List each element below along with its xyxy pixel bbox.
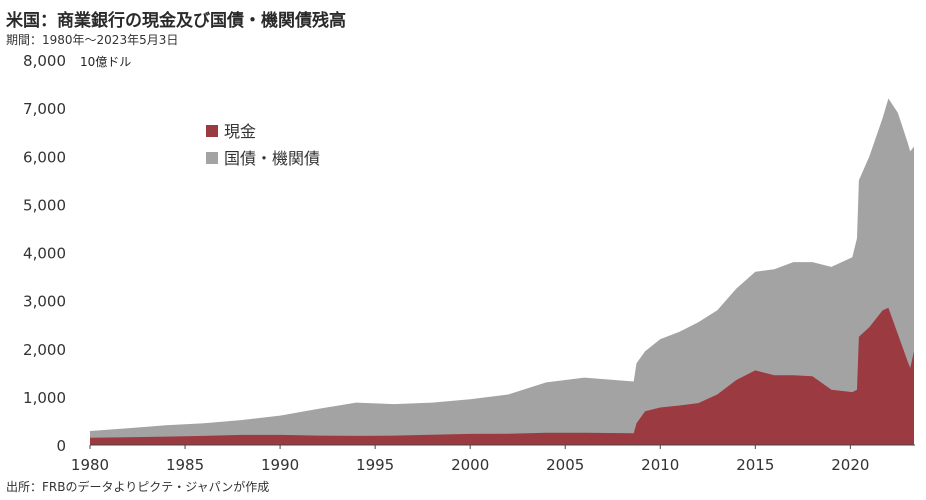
x-tick-label: 2005: [546, 456, 584, 474]
total-securities-area: [90, 98, 914, 445]
x-axis: 1980 1985 1990 1995 2000 2005 2010 2015 2020: [71, 445, 869, 474]
x-tick-label: 2020: [831, 456, 869, 474]
y-tick-label: 2,000: [23, 341, 66, 359]
x-tick-label: 1980: [71, 456, 109, 474]
y-tick-label: 6,000: [23, 148, 66, 166]
y-tick-label: 7,000: [23, 100, 66, 118]
y-tick-label: 1,000: [23, 389, 66, 407]
legend-swatch: [206, 125, 218, 137]
legend-swatch: [206, 152, 218, 164]
chart-period: 期間：1980年～2023年5月3日: [6, 33, 179, 47]
y-tick-label: 3,000: [23, 293, 66, 311]
y-tick-label: 4,000: [23, 245, 66, 263]
y-tick-label: 8,000: [23, 52, 66, 70]
x-tick-label: 2015: [736, 456, 774, 474]
x-tick-label: 1995: [356, 456, 394, 474]
x-tick-label: 2000: [451, 456, 489, 474]
x-tick-label: 1985: [166, 456, 204, 474]
x-tick-label: 1990: [261, 456, 299, 474]
x-tick-label: 2010: [641, 456, 679, 474]
chart-title: 米国：商業銀行の現金及び国債・機関債残高: [6, 11, 346, 31]
cash-area: [90, 307, 914, 445]
y-tick-label: 5,000: [23, 196, 66, 214]
y-tick-label: 0: [56, 437, 66, 455]
y-axis-unit: 10億ドル: [80, 55, 132, 69]
chart-source: 出所：FRBのデータよりピクテ・ジャパンが作成: [6, 480, 270, 494]
legend-label: 現金: [224, 122, 256, 141]
area-series-group: [90, 98, 914, 445]
y-axis: 0 1,000 2,000 3,000 4,000 5,000 6,000 7,000 8,00…: [23, 52, 66, 455]
legend-label: 国債・機関債: [224, 149, 320, 168]
